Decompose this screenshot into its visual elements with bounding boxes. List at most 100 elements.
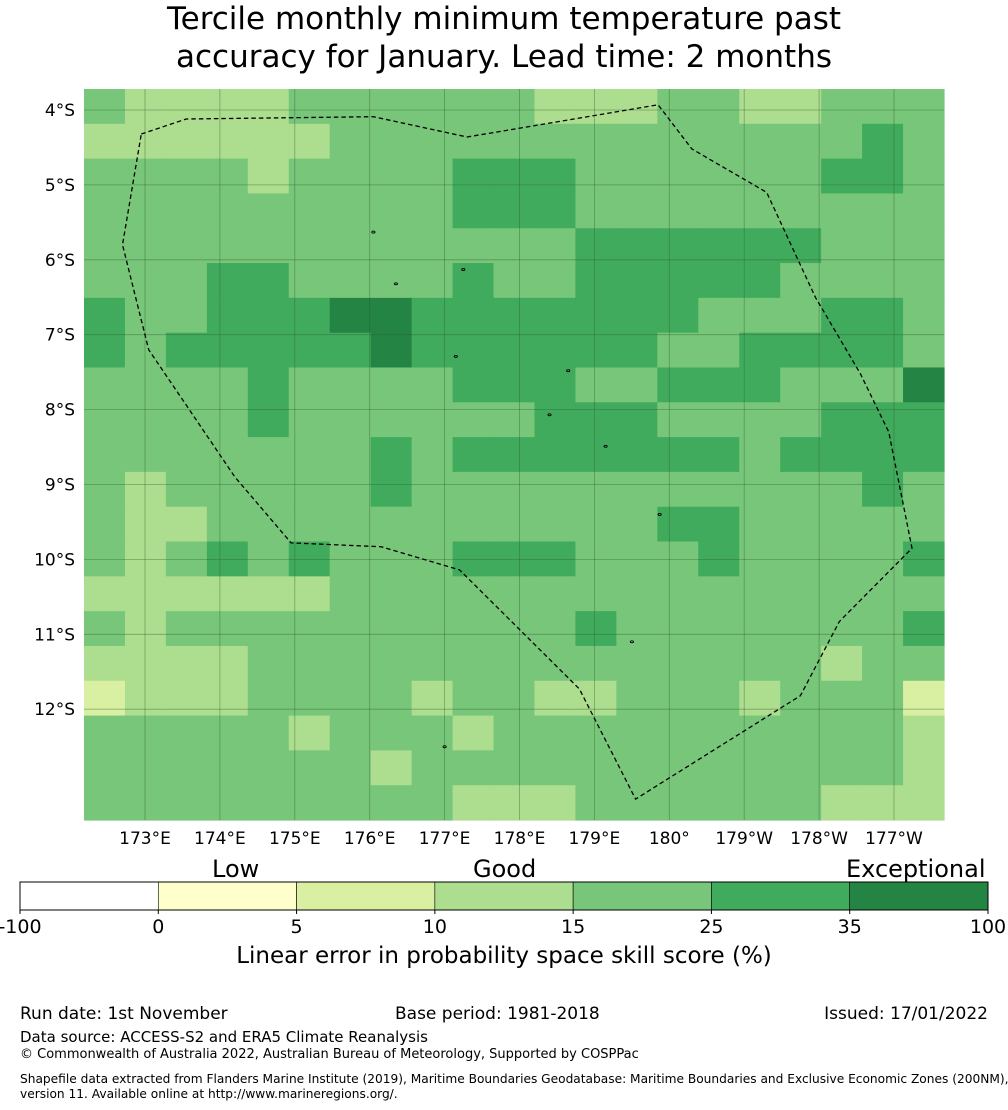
grid-cell [657, 193, 699, 229]
grid-cell [206, 263, 249, 299]
island-outline [566, 369, 571, 373]
grid-cell [862, 680, 904, 717]
grid-cell [616, 471, 658, 508]
chart-title: Tercile monthly minimum temperature past… [0, 0, 1008, 76]
colorbar-tick-label: 10 [423, 916, 447, 938]
grid-cell [903, 645, 945, 682]
grid-cell [247, 123, 290, 160]
grid-cell [493, 576, 536, 612]
grid-cell [124, 437, 167, 473]
grid-cell [575, 680, 617, 717]
grid-cell [657, 680, 699, 717]
grid-cell [903, 437, 945, 473]
grid-cell [821, 471, 863, 508]
grid-cell [493, 715, 536, 751]
colorbar-tick-label: -100 [0, 916, 42, 938]
longitude-label: 175°E [269, 829, 321, 849]
grid-cell [411, 158, 454, 195]
grid-cell [288, 367, 331, 403]
grid-cell [739, 89, 781, 125]
island-outline [603, 444, 608, 448]
grid-cell [657, 471, 699, 508]
grid-cell [903, 576, 945, 612]
grid-cell [411, 193, 454, 229]
copyright-text: © Commonwealth of Australia 2022, Austra… [20, 1047, 639, 1062]
grid-cell [575, 367, 617, 403]
grid-cell [821, 89, 863, 125]
grid-cell [124, 332, 167, 369]
grid-cell [411, 576, 454, 612]
grid-cell [862, 228, 904, 264]
grid-cell [247, 193, 290, 229]
longitude-labels: 173°E 174°E 175°E 176°E 177°E 178°E 179°E 180° 1… [119, 829, 923, 849]
grid-cell [370, 228, 413, 264]
grid-cell [247, 611, 290, 647]
grid-cell [698, 437, 740, 473]
grid-cell [411, 297, 454, 334]
grid-cell [698, 332, 740, 369]
grid-cell [124, 541, 167, 577]
grid-cell [698, 158, 740, 195]
grid-cell [657, 158, 699, 195]
grid-cell [493, 228, 536, 264]
grid-cell [534, 263, 577, 299]
grid-cell [903, 297, 945, 334]
grid-cell [534, 367, 577, 403]
grid-cell [575, 158, 617, 195]
grid-cell [780, 576, 822, 612]
grid-cell [124, 645, 167, 682]
grid-cell [698, 89, 740, 125]
latitude-label: 6°S [45, 251, 75, 271]
grid-cell [534, 576, 577, 612]
grid-cell [206, 680, 249, 717]
grid-cell [862, 750, 904, 786]
grid-cell [575, 332, 617, 369]
grid-cell [329, 297, 372, 334]
grid-cell [370, 263, 413, 299]
grid-cell [206, 89, 249, 125]
grid-cell [534, 89, 577, 125]
grid-cell [206, 297, 249, 334]
grid-cell [206, 367, 249, 403]
grid-cell [780, 541, 822, 577]
grid-cell [288, 437, 331, 473]
grid-cell [657, 367, 699, 403]
grid-cell [411, 541, 454, 577]
grid-cell [288, 680, 331, 717]
grid-cell [862, 715, 904, 751]
grid-cell [452, 89, 495, 125]
grid-cell [534, 332, 577, 369]
grid-cell [124, 680, 167, 717]
colorbar: -100 0 5 10 15 25 35 100 [0, 881, 1006, 938]
run-date-text: Run date: 1st November [20, 1004, 228, 1024]
grid-cell [206, 611, 249, 647]
latitude-label: 9°S [45, 476, 75, 496]
grid-cell [247, 680, 290, 717]
longitude-label: 173°E [119, 829, 171, 849]
island-outline [547, 413, 552, 417]
grid-cell [493, 645, 536, 682]
grid-cell [411, 402, 454, 438]
grid-cell [206, 576, 249, 612]
grid-cell [903, 158, 945, 195]
grid-cell [534, 541, 577, 577]
grid-cell [124, 158, 167, 195]
grid-cell [84, 785, 126, 821]
grid-cell [452, 471, 495, 508]
grid-cell [616, 645, 658, 682]
grid-cell [206, 471, 249, 508]
grid-cell [370, 437, 413, 473]
grid-cell [452, 715, 495, 751]
latitude-label: 12°S [34, 700, 75, 720]
latitude-label: 8°S [45, 401, 75, 421]
grid-cell [821, 402, 863, 438]
grid-cell [329, 437, 372, 473]
grid-cell [657, 332, 699, 369]
grid-cell [452, 680, 495, 717]
grid-cell [247, 89, 290, 125]
grid-cell [165, 402, 208, 438]
grid-cell [411, 89, 454, 125]
grid-cell [493, 437, 536, 473]
grid-cell [452, 367, 495, 403]
grid-cell [247, 263, 290, 299]
